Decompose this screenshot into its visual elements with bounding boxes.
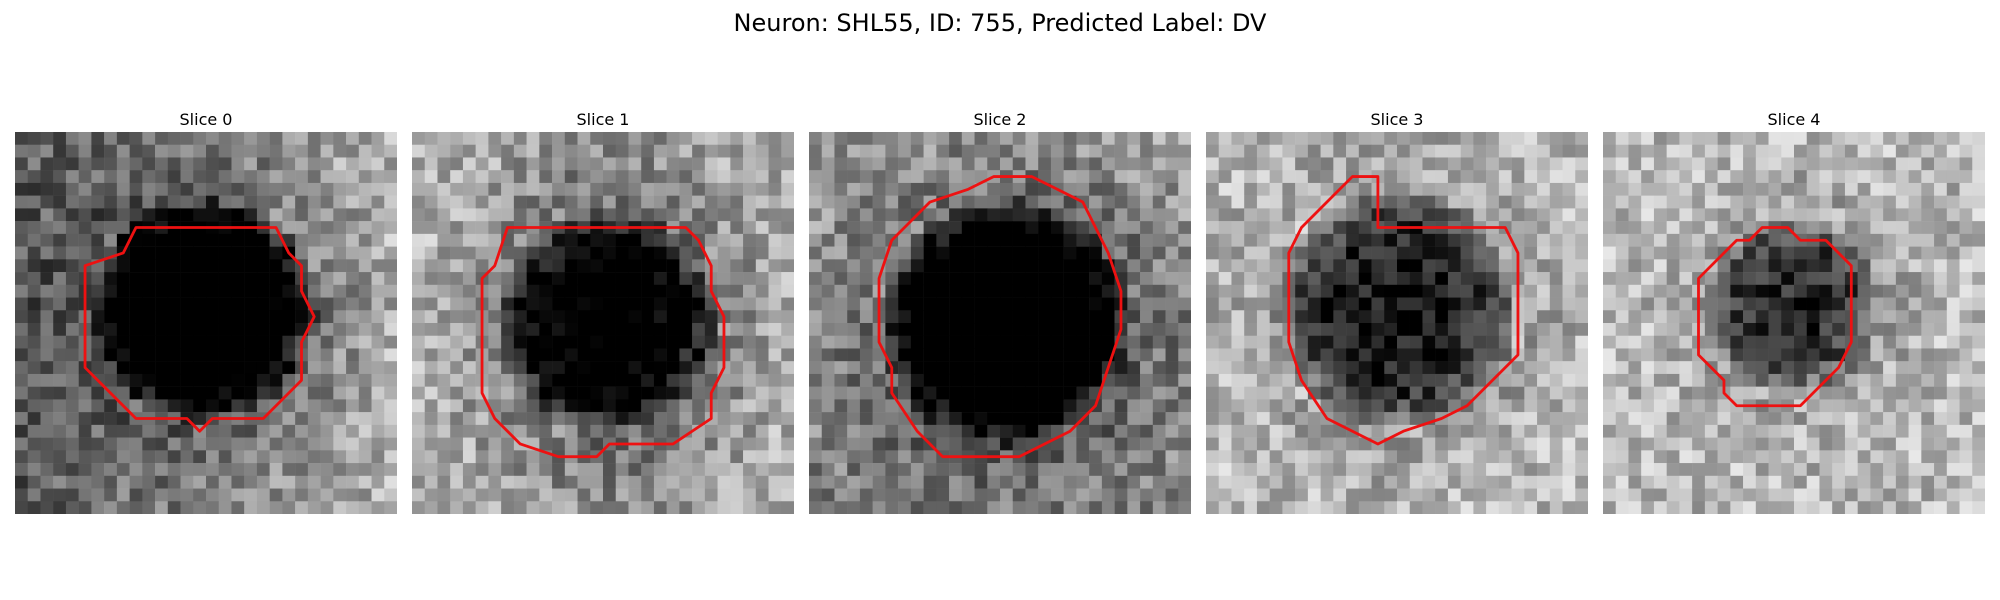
slice-title-2: Slice 2 [973,110,1027,129]
slice-image-4 [1603,132,1985,514]
slice-image-2 [809,132,1191,514]
slice-title-1: Slice 1 [576,110,630,129]
cell-contour-4 [1697,226,1853,408]
slice-panel-3: Slice 3 [1206,108,1588,514]
slice-image-3 [1206,132,1588,514]
cell-contour-3 [1287,175,1520,446]
slice-panel-2: Slice 2 [809,108,1191,514]
slice-panel-1: Slice 1 [412,108,794,514]
slice-panel-0: Slice 0 [15,108,397,514]
cell-contour-1 [480,226,726,459]
figure-title: Neuron: SHL55, ID: 755, Predicted Label:… [733,9,1267,37]
cell-contour-0 [83,226,316,433]
cell-contour-2 [877,175,1123,459]
slice-title-3: Slice 3 [1370,110,1424,129]
slice-image-1 [412,132,794,514]
slice-title-0: Slice 0 [179,110,233,129]
slice-title-4: Slice 4 [1767,110,1821,129]
slice-panel-4: Slice 4 [1603,108,1985,514]
slice-image-0 [15,132,397,514]
